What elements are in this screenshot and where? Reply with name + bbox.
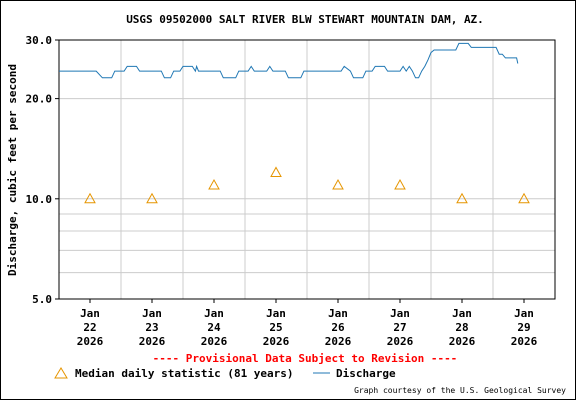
legend: Median daily statistic (81 years) Discha… [54, 367, 396, 380]
x-tick-label: 22 [83, 321, 96, 334]
x-tick-label: Jan [452, 307, 472, 320]
provisional-notice: ---- Provisional Data Subject to Revisio… [153, 352, 458, 365]
x-tick-label: Jan [266, 307, 286, 320]
x-axis-ticks: Jan222026Jan232026Jan242026Jan252026Jan2… [77, 299, 538, 348]
y-axis-ticks: 5.0 10.0 20.0 30.0 [26, 34, 59, 306]
x-tick-label: Jan [514, 307, 534, 320]
plot-area [58, 39, 556, 300]
x-tick-label: 2026 [325, 335, 352, 348]
x-tick-label: 28 [455, 321, 468, 334]
x-tick-label: 27 [393, 321, 406, 334]
x-tick-label: 23 [145, 321, 158, 334]
x-tick-label: 2026 [263, 335, 290, 348]
median-triangle-marker [84, 192, 96, 204]
x-tick-label: 2026 [387, 335, 414, 348]
data-series [59, 42, 530, 204]
y-axis-label: Discharge, cubic feet per second [6, 64, 19, 276]
x-tick-label: 26 [331, 321, 345, 334]
legend-median-label: Median daily statistic (81 years) [75, 367, 294, 380]
y-tick-label: 5.0 [32, 293, 52, 306]
x-tick-label: 2026 [201, 335, 228, 348]
x-tick-label: 24 [207, 321, 221, 334]
legend-median-triangle-icon [54, 367, 68, 379]
grid-lines [59, 40, 555, 299]
median-triangle-marker [456, 192, 468, 204]
x-tick-label: Jan [204, 307, 224, 320]
credit-text: Graph courtesy of the U.S. Geological Su… [354, 386, 566, 395]
median-triangle-marker [270, 166, 282, 177]
x-tick-label: 2026 [139, 335, 166, 348]
y-tick-label: 10.0 [26, 193, 53, 206]
discharge-line [59, 42, 519, 79]
x-tick-label: Jan [328, 307, 348, 320]
median-triangle-marker [208, 178, 220, 190]
y-tick-label: 20.0 [26, 93, 53, 106]
x-tick-label: Jan [80, 307, 100, 320]
x-tick-label: Jan [390, 307, 410, 320]
x-tick-label: 2026 [449, 335, 476, 348]
legend-discharge-label: Discharge [336, 367, 396, 380]
x-tick-label: 2026 [77, 335, 104, 348]
y-tick-label: 30.0 [26, 34, 53, 47]
median-triangle-marker [146, 192, 158, 204]
median-triangle-marker [394, 178, 406, 190]
median-triangle-marker [518, 192, 530, 204]
x-tick-label: 2026 [511, 335, 538, 348]
x-tick-label: 29 [517, 321, 530, 334]
chart-title: USGS 09502000 SALT RIVER BLW STEWART MOU… [126, 13, 484, 26]
x-tick-label: 25 [269, 321, 282, 334]
x-tick-label: Jan [142, 307, 162, 320]
median-triangle-marker [332, 178, 344, 190]
